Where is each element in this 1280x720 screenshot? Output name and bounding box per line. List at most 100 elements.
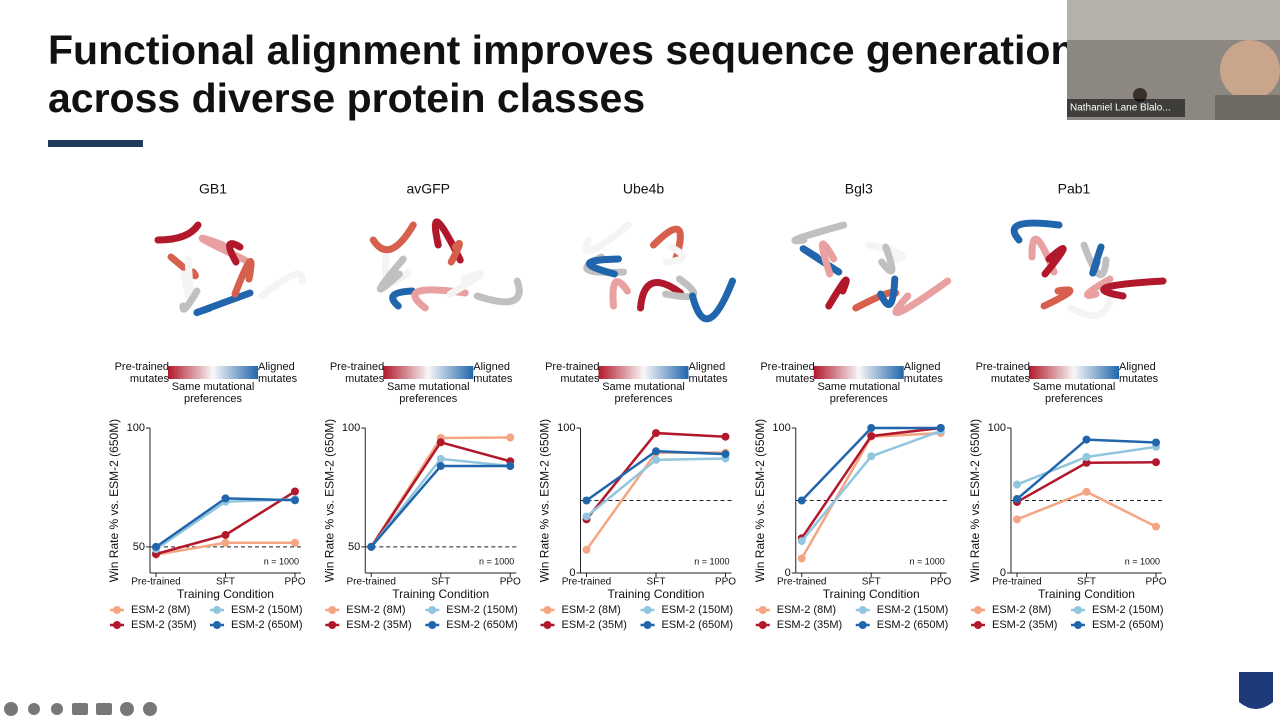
legend-label: ESM-2 (8M) — [992, 604, 1051, 616]
colorbar — [168, 366, 258, 379]
series-line — [800, 429, 942, 542]
y-tick-label: 50 — [133, 541, 145, 553]
legend-label: ESM-2 (8M) — [562, 604, 621, 616]
annotation: n = 1000 — [479, 556, 514, 566]
series-line — [370, 457, 511, 548]
data-point — [721, 432, 730, 441]
legend-swatch — [858, 606, 867, 614]
colorbar — [1029, 366, 1119, 379]
x-axis-label: Training Condition — [177, 587, 274, 601]
data-point — [1152, 458, 1160, 467]
colorbar-label: Same mutational preferences — [171, 381, 255, 405]
data-point — [797, 554, 806, 563]
annotation: n = 1000 — [909, 556, 944, 566]
x-axis-label: Training Condition — [392, 587, 489, 601]
legend-swatch — [328, 606, 337, 614]
colorbar-label: Pre-trained mutates — [975, 361, 1030, 385]
y-tick-label: 100 — [127, 422, 145, 434]
data-point — [1152, 438, 1160, 447]
legend-swatch — [328, 621, 337, 629]
legend-swatch — [113, 606, 121, 614]
series-line — [585, 431, 726, 521]
legend-label: ESM-2 (35M) — [562, 619, 627, 631]
y-axis-label: Win Rate % vs. ESM-2 (650M) — [968, 419, 982, 582]
protein-ribbon — [878, 243, 896, 275]
y-tick-label: 100 — [772, 422, 790, 434]
legend-label: ESM-2 (35M) — [777, 619, 842, 631]
legend-label: ESM-2 (150M) — [231, 604, 303, 616]
data-point — [797, 537, 806, 546]
data-point — [436, 438, 445, 447]
protein-ribbon — [376, 255, 407, 293]
x-tick-label: PPO — [1145, 577, 1166, 588]
protein-ribbon — [231, 258, 255, 298]
y-tick-label: 0 — [785, 567, 791, 579]
x-tick-label: SFT — [1077, 577, 1096, 588]
x-axis-label: Training Condition — [1038, 587, 1135, 601]
data-point — [936, 424, 945, 432]
protein-ribbon — [447, 240, 463, 266]
legend-label: ESM-2 (150M) — [877, 604, 949, 616]
colorbar-label: Pre-trained mutates — [975, 361, 1030, 385]
data-point — [652, 447, 660, 456]
data-point — [1152, 522, 1160, 531]
legend-swatch — [213, 621, 221, 629]
protein-ribbon — [193, 289, 254, 317]
data-point — [1013, 515, 1021, 524]
chart-title: GB1 — [199, 181, 227, 197]
presentation-toolbar[interactable] — [4, 702, 157, 716]
logo — [1239, 672, 1273, 709]
protein-ribbon — [1089, 243, 1105, 277]
protein-ribbon — [586, 255, 622, 278]
y-tick-label: 100 — [557, 422, 575, 434]
legend-swatch — [543, 606, 552, 614]
x-tick-label: Pre-trained — [562, 577, 611, 588]
colorbar-label: Same mutational preferences — [171, 381, 255, 405]
data-point — [367, 542, 376, 551]
x-tick-label: PPO — [500, 577, 521, 588]
y-tick-label: 0 — [1000, 567, 1006, 579]
legend-label: ESM-2 (8M) — [346, 604, 405, 616]
protein-ribbon — [154, 221, 202, 244]
colorbar-label: Pre-trained mutates — [329, 361, 385, 385]
x-tick-label: Pre-trained — [131, 577, 180, 588]
protein-structure — [791, 221, 952, 317]
colorbar-label: Same mutational preferences — [1032, 381, 1116, 405]
x-tick-label: SFT — [431, 577, 450, 588]
x-tick-label: SFT — [216, 577, 235, 588]
data-point — [1082, 453, 1091, 461]
data-point — [1082, 458, 1091, 467]
colorbar-label: Aligned mutates — [258, 361, 298, 385]
data-point — [436, 462, 445, 471]
slide-title: Functional alignment improves sequence g… — [48, 27, 1075, 73]
colorbar-label: Aligned mutates — [258, 361, 298, 385]
data-point — [1082, 487, 1091, 496]
video-overlay: Nathaniel Lane Blalo... — [1067, 0, 1280, 120]
protein-ribbon — [369, 221, 417, 254]
protein-ribbon — [689, 277, 736, 323]
protein-ribbon — [226, 240, 244, 266]
protein-ribbon — [892, 277, 952, 317]
data-point — [797, 496, 806, 505]
protein-ribbon — [1067, 289, 1115, 320]
x-tick-label: Pre-trained — [992, 577, 1041, 588]
colorbar-label: Same mutational preferences — [602, 381, 685, 405]
series-line — [800, 431, 941, 560]
protein-structure — [1010, 219, 1167, 320]
colorbar-label: Same mutational preferences — [386, 381, 470, 405]
legend-swatch — [113, 621, 121, 629]
annotation: n = 1000 — [694, 556, 729, 566]
protein-ribbon — [1080, 241, 1110, 279]
colorbar — [813, 366, 904, 379]
colorbar — [383, 366, 474, 379]
legend-swatch — [858, 621, 867, 629]
legend-label: ESM-2 (8M) — [777, 604, 836, 616]
annotation: n = 1000 — [264, 556, 299, 566]
x-axis-label: Training Condition — [608, 587, 705, 601]
data-point — [221, 494, 230, 503]
legend-label: ESM-2 (650M) — [446, 619, 518, 631]
data-point — [582, 512, 591, 521]
protein-ribbon — [650, 225, 684, 264]
colorbar-label: Pre-trained mutates — [329, 361, 385, 385]
legend-swatch — [213, 606, 221, 614]
